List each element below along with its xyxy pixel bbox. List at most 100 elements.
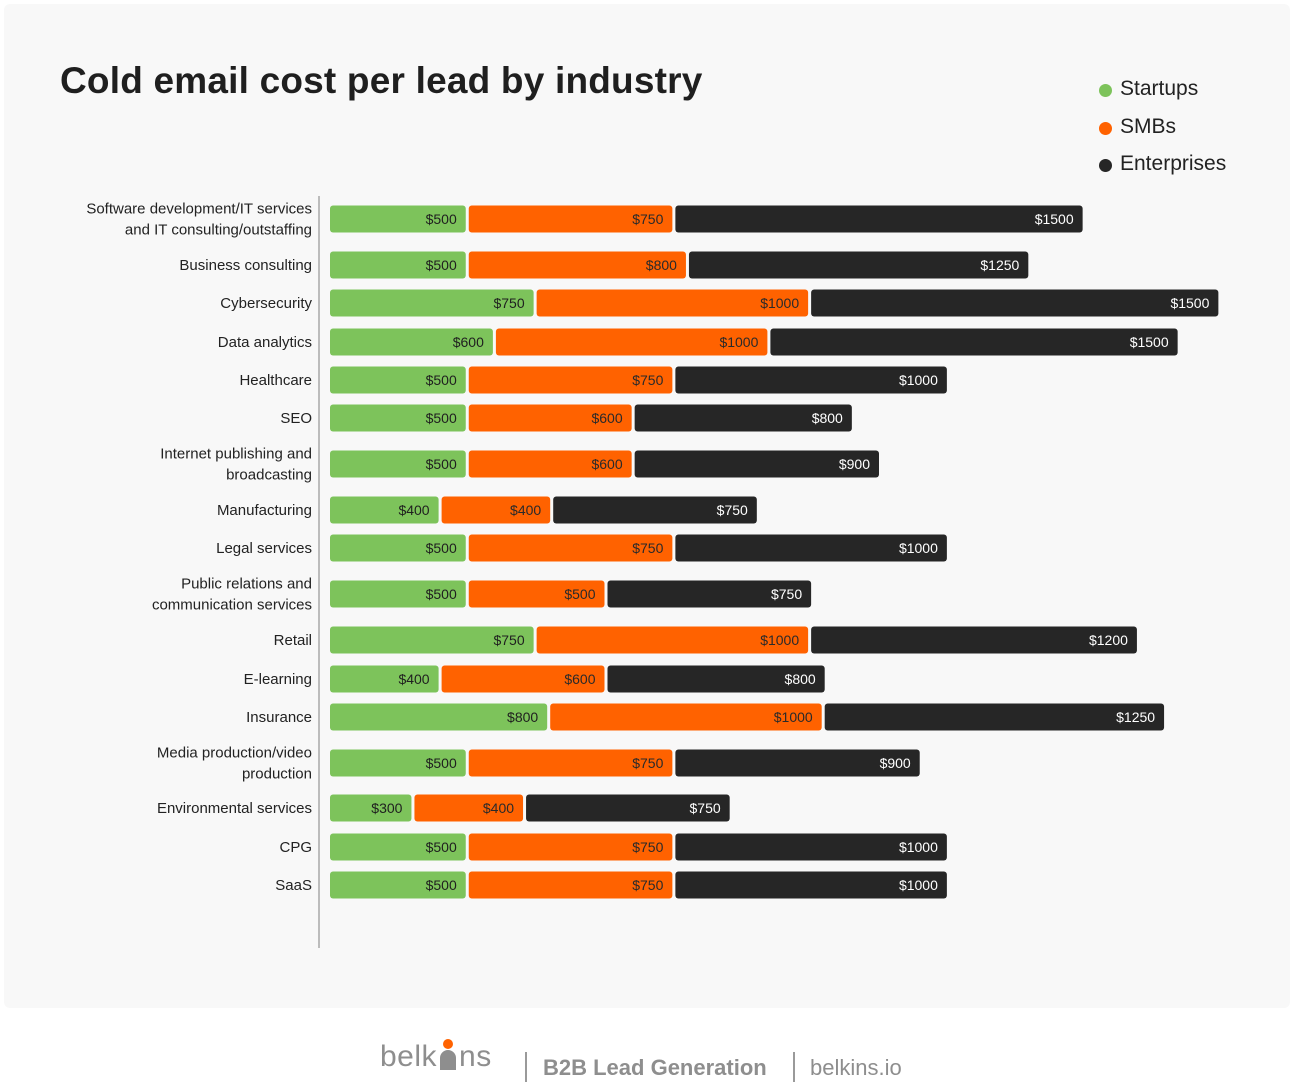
data-label: $1000 xyxy=(899,877,938,893)
category-label: Business consulting xyxy=(179,257,312,274)
brand-logo-start: belk xyxy=(380,1040,438,1073)
chart-title: Cold email cost per lead by industry xyxy=(60,60,703,101)
data-label: $1500 xyxy=(1170,295,1209,311)
data-label: $500 xyxy=(426,410,457,426)
bar-startups xyxy=(330,496,439,524)
category-label-line: communication services xyxy=(152,597,312,614)
bar-smbs xyxy=(468,871,673,899)
category-label: Legal services xyxy=(216,540,312,557)
category-label: SaaS xyxy=(275,877,312,894)
data-label: $900 xyxy=(839,456,870,472)
data-label: $1250 xyxy=(980,257,1019,273)
data-label: $600 xyxy=(591,456,622,472)
bar-smbs xyxy=(468,580,605,608)
bar-smbs xyxy=(536,289,809,317)
legend-swatch xyxy=(1099,121,1112,135)
category-label: Manufacturing xyxy=(217,502,312,519)
bar-enterprises xyxy=(824,703,1165,731)
brand-logo: belk ns xyxy=(380,1038,492,1074)
legend-label: Startups xyxy=(1120,77,1199,100)
data-label: $500 xyxy=(564,586,595,602)
data-label: $400 xyxy=(510,502,541,518)
category-label-line: Internet publishing and xyxy=(160,446,312,463)
brand-logo-end: ns xyxy=(459,1040,492,1073)
data-label: $800 xyxy=(507,709,538,725)
bar-smbs xyxy=(468,251,686,279)
legend-label: Enterprises xyxy=(1120,152,1227,175)
data-label: $750 xyxy=(771,586,802,602)
data-label: $750 xyxy=(717,502,748,518)
category-label-line: SEO xyxy=(280,410,312,427)
data-label: $1000 xyxy=(760,632,799,648)
bar-enterprises xyxy=(688,251,1029,279)
bar-startups xyxy=(330,534,466,562)
bar-smbs xyxy=(468,205,673,233)
data-label: $1000 xyxy=(899,540,938,556)
bar-enterprises xyxy=(526,794,730,822)
data-label: $750 xyxy=(632,540,663,556)
data-label: $1000 xyxy=(760,295,799,311)
data-label: $1000 xyxy=(899,372,938,388)
bar-startups xyxy=(330,626,534,654)
footer-tagline: B2B Lead Generation xyxy=(543,1055,767,1080)
category-label-line: Legal services xyxy=(216,540,312,557)
bar-enterprises xyxy=(607,665,825,693)
data-label: $1500 xyxy=(1130,334,1169,350)
bar-enterprises xyxy=(770,328,1178,356)
category-label: Retail xyxy=(274,632,312,649)
bar-smbs xyxy=(441,665,605,693)
bar-enterprises xyxy=(675,833,947,861)
category-label: SEO xyxy=(280,410,312,427)
bar-smbs xyxy=(468,534,673,562)
data-label: $500 xyxy=(426,456,457,472)
category-label-line: Data analytics xyxy=(218,334,312,351)
bar-smbs xyxy=(468,749,673,777)
data-label: $600 xyxy=(453,334,484,350)
bar-startups xyxy=(330,205,466,233)
data-label: $300 xyxy=(371,800,402,816)
legend-swatch xyxy=(1099,84,1112,97)
legend-swatch xyxy=(1099,159,1112,172)
bar-enterprises xyxy=(553,496,757,524)
data-label: $750 xyxy=(632,877,663,893)
bar-startups xyxy=(330,366,466,394)
category-label-line: CPG xyxy=(279,839,312,856)
bar-startups xyxy=(330,580,466,608)
data-label: $900 xyxy=(880,755,911,771)
data-label: $1250 xyxy=(1116,709,1155,725)
bar-enterprises xyxy=(675,366,947,394)
category-label-line: Retail xyxy=(274,632,312,649)
category-label: Public relations and communication servic… xyxy=(152,576,312,614)
data-label: $500 xyxy=(426,839,457,855)
bar-enterprises xyxy=(811,289,1219,317)
category-label-line: Environmental services xyxy=(157,800,312,817)
data-label: $400 xyxy=(483,800,514,816)
data-label: $750 xyxy=(632,211,663,227)
bar-startups xyxy=(330,833,466,861)
category-label: Healthcare xyxy=(239,372,312,389)
category-label-line: Manufacturing xyxy=(217,502,312,519)
bar-smbs xyxy=(468,450,632,478)
bar-enterprises xyxy=(811,626,1137,654)
bar-smbs xyxy=(536,626,809,654)
category-label-line: E-learning xyxy=(244,671,312,688)
category-label: Cybersecurity xyxy=(220,295,312,312)
bar-startups xyxy=(330,703,548,731)
data-label: $750 xyxy=(690,800,721,816)
bar-enterprises xyxy=(675,205,1083,233)
data-label: $750 xyxy=(632,372,663,388)
data-label: $500 xyxy=(426,540,457,556)
category-label: Media production/video production xyxy=(157,745,312,783)
data-label: $500 xyxy=(426,755,457,771)
category-label: Data analytics xyxy=(218,334,312,351)
category-label-line: SaaS xyxy=(275,877,312,894)
legend-label: SMBs xyxy=(1120,114,1177,138)
data-label: $750 xyxy=(493,295,524,311)
category-label-line: and IT consulting/outstaffing xyxy=(125,222,312,239)
bar-smbs xyxy=(414,794,524,822)
bar-enterprises xyxy=(675,871,947,899)
data-label: $400 xyxy=(398,502,429,518)
bar-smbs xyxy=(495,328,768,356)
category-label-line: production xyxy=(242,766,312,783)
bar-smbs xyxy=(550,703,822,731)
